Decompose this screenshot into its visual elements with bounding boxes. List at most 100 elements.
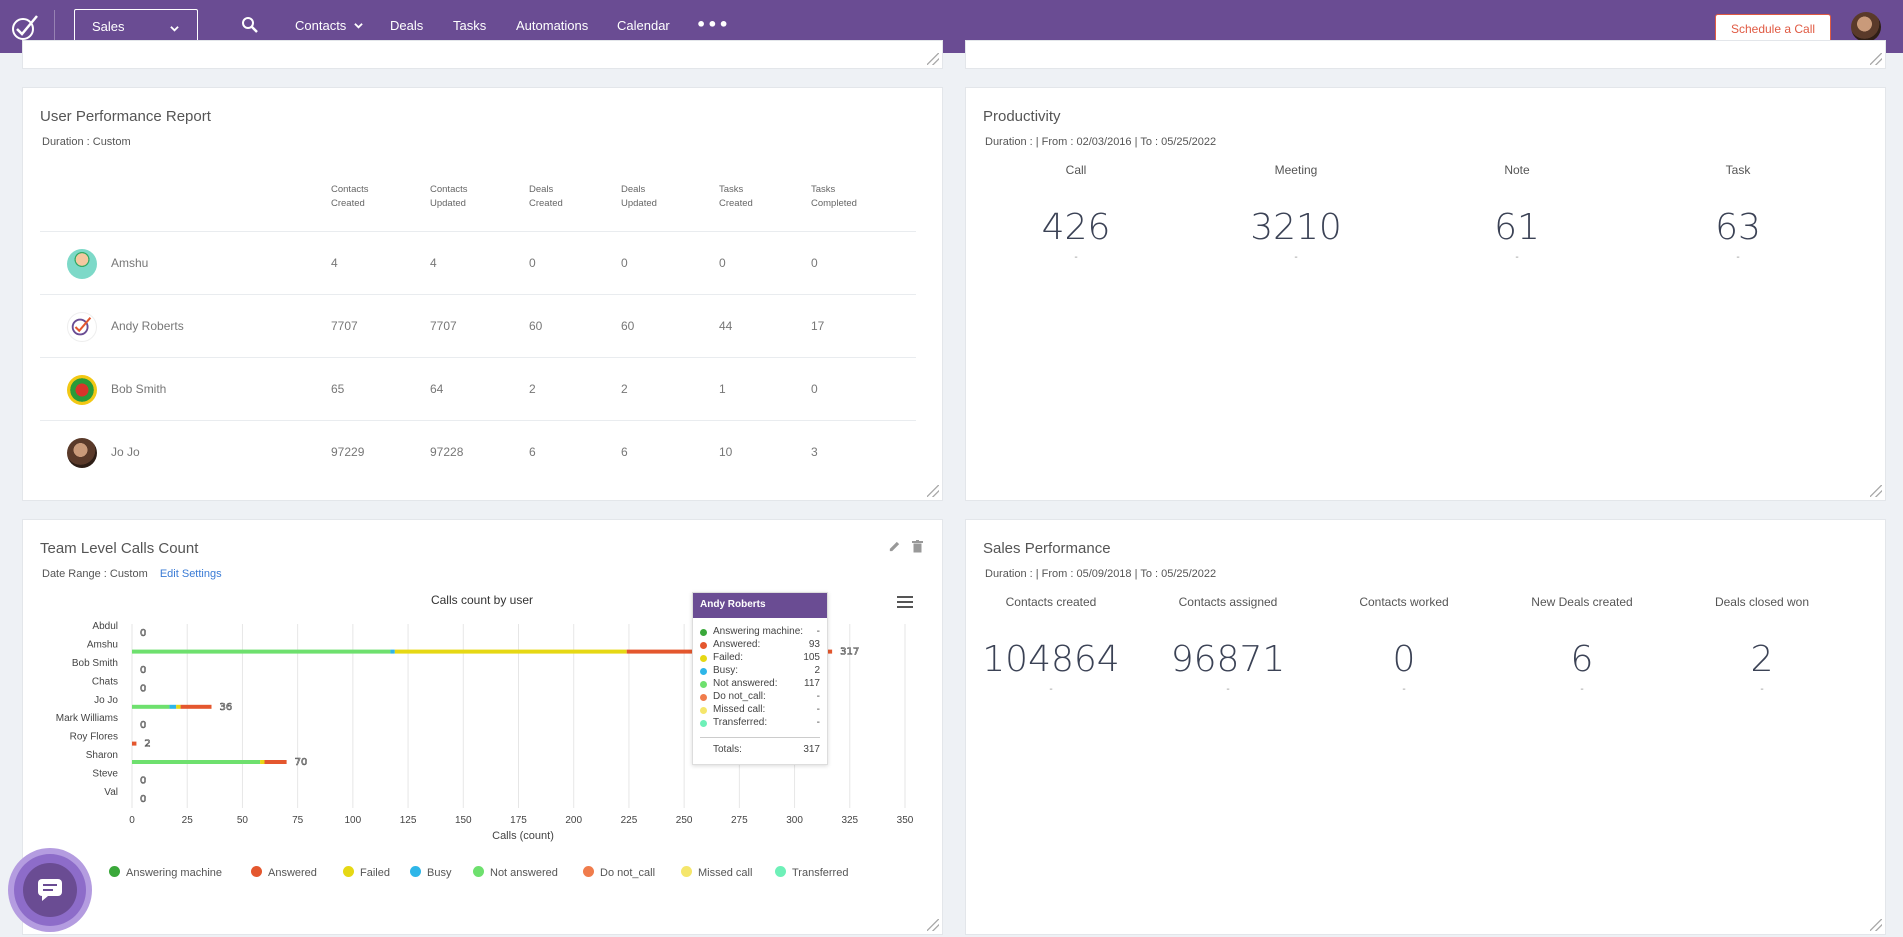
tooltip-row: Answering machine: - (693, 626, 827, 639)
cell: 6 (621, 445, 628, 459)
tooltip-row: Missed call: - (693, 704, 827, 717)
nav-divider (54, 10, 55, 43)
legend-item[interactable]: Answered (251, 866, 317, 879)
panel-title: Productivity (983, 108, 1061, 125)
edit-icon[interactable] (888, 540, 901, 557)
schedule-call-button[interactable]: Schedule a Call (1715, 14, 1831, 44)
tooltip-title: Andy Roberts (693, 593, 827, 618)
legend-dot (583, 866, 594, 877)
cell: 97229 (331, 445, 365, 459)
table-row[interactable]: Amshu 4 4 0 0 0 0 (40, 231, 916, 294)
cell: 2 (621, 382, 628, 396)
stat-deals-won: Deals closed won 2- (1714, 595, 1810, 695)
cell: 7707 (331, 319, 358, 333)
legend-dot (343, 866, 354, 877)
delete-icon[interactable] (912, 540, 923, 557)
cell: 4 (430, 256, 437, 270)
chevron-down-icon (170, 21, 179, 36)
nav-link-label: Contacts (295, 18, 347, 33)
legend-dot (109, 866, 120, 877)
stat-contacts-assigned: Contacts assigned 96871- (1170, 595, 1286, 695)
cell: 97228 (430, 445, 464, 459)
legend-item[interactable]: Do not_call (583, 866, 655, 879)
edit-settings-link[interactable]: Edit Settings (159, 568, 222, 580)
nav-link-contacts[interactable]: Contacts (295, 18, 363, 33)
panel-duration: Duration : | From : 02/03/2016 | To : 05… (985, 136, 1217, 148)
chat-widget-button[interactable] (14, 854, 86, 926)
panel-duration: Duration : | From : 05/09/2018 | To : 05… (985, 568, 1217, 580)
cell: 60 (529, 319, 543, 333)
avatar (67, 438, 97, 468)
cell: 3 (811, 445, 818, 459)
chat-icon (23, 863, 77, 917)
stat-meeting: Meeting 3210- (1250, 163, 1342, 263)
cell: 1 (719, 382, 726, 396)
cell: 10 (719, 445, 733, 459)
legend-item[interactable]: Not answered (473, 866, 558, 879)
resize-handle-icon[interactable] (927, 485, 939, 497)
column-header: Tasks Created (719, 184, 753, 209)
user-avatar[interactable] (1851, 12, 1881, 42)
more-icon[interactable]: ••• (696, 15, 730, 34)
stat-new-deals: New Deals created 6- (1531, 595, 1633, 695)
tooltip-row: Not answered: 117 (693, 678, 827, 691)
cell: 6 (529, 445, 536, 459)
search-icon[interactable] (241, 16, 259, 38)
panel-partial-left (22, 40, 943, 69)
tooltip-row: Failed: 105 (693, 652, 827, 665)
nav-link-automations[interactable]: Automations (516, 18, 589, 33)
table-row[interactable]: Andy Roberts 7707 7707 60 60 44 17 (40, 294, 916, 357)
chevron-down-icon (350, 18, 363, 33)
avatar (67, 375, 97, 405)
tooltip-row: Busy: 2 (693, 665, 827, 678)
cell: 60 (621, 319, 635, 333)
cell: 0 (621, 256, 628, 270)
panel-title: Sales Performance (983, 540, 1111, 557)
resize-handle-icon[interactable] (1870, 53, 1882, 65)
user-name: Andy Roberts (111, 319, 184, 333)
legend-item[interactable]: Answering machine (109, 866, 222, 879)
panel-duration: Duration : Custom (42, 136, 131, 148)
sales-performance-panel: Sales Performance Duration : | From : 05… (965, 519, 1886, 935)
tooltip-total: Totals: 317 (713, 744, 820, 755)
cell: 0 (719, 256, 726, 270)
panel-title: Team Level Calls Count (40, 540, 199, 557)
cell: 0 (811, 256, 818, 270)
legend-item[interactable]: Failed (343, 866, 390, 879)
table-row[interactable]: Bob Smith 65 64 2 2 1 0 (40, 357, 916, 420)
user-name: Jo Jo (111, 445, 140, 459)
panel-title: User Performance Report (40, 108, 211, 125)
cell: 0 (811, 382, 818, 396)
panel-date-range: Date Range : Custom Edit Settings (42, 568, 222, 580)
chart-menu-icon[interactable] (897, 596, 913, 612)
cell: 2 (529, 382, 536, 396)
resize-handle-icon[interactable] (1870, 485, 1882, 497)
column-header: Tasks Completed (811, 184, 857, 209)
user-name: Amshu (111, 256, 149, 270)
legend-dot (775, 866, 786, 877)
column-header: Deals Created (529, 184, 563, 209)
resize-handle-icon[interactable] (1870, 919, 1882, 931)
avatar (67, 312, 97, 342)
nav-link-deals[interactable]: Deals (390, 18, 424, 33)
nav-link-tasks[interactable]: Tasks (453, 18, 487, 33)
stat-call: Call 426- (1041, 163, 1111, 263)
table-row[interactable]: Jo Jo 97229 97228 6 6 10 3 (40, 420, 916, 483)
stat-contacts-created: Contacts created 104864- (982, 595, 1120, 695)
resize-handle-icon[interactable] (927, 53, 939, 65)
legend-item[interactable]: Missed call (681, 866, 752, 879)
app-logo-icon[interactable] (10, 12, 40, 42)
module-select-value: Sales (92, 19, 125, 34)
legend-item[interactable]: Busy (410, 866, 451, 879)
avatar (67, 249, 97, 279)
cell: 44 (719, 319, 733, 333)
resize-handle-icon[interactable] (927, 919, 939, 931)
legend-item[interactable]: Transferred (775, 866, 848, 879)
stat-task: Task 63- (1715, 163, 1761, 263)
tooltip-row: Transferred: - (693, 717, 827, 730)
legend-dot (681, 866, 692, 877)
nav-link-calendar[interactable]: Calendar (617, 18, 670, 33)
productivity-panel: Productivity Duration : | From : 02/03/2… (965, 87, 1886, 501)
user-performance-panel: User Performance Report Duration : Custo… (22, 87, 943, 501)
column-header: Contacts Created (331, 184, 369, 209)
